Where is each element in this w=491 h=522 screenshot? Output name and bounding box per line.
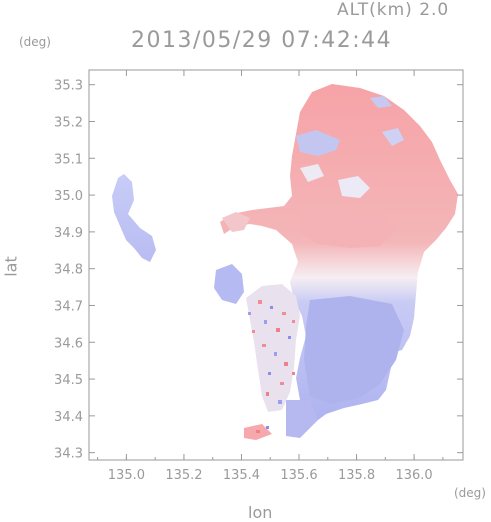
- speckle: [266, 426, 269, 429]
- x-tick-label: 135.4: [223, 468, 260, 483]
- lon-unit-label: (deg): [454, 486, 486, 500]
- y-tick-label: 34.3: [54, 447, 83, 462]
- speckle: [282, 312, 286, 315]
- plot-frame: [88, 69, 464, 461]
- echo-patch: [370, 96, 392, 108]
- echo-patch: [300, 206, 396, 248]
- y-tick-label: 34.9: [54, 226, 83, 241]
- echo-field: [112, 84, 458, 440]
- echo-patch: [222, 212, 250, 232]
- echo-speckle: [246, 284, 300, 412]
- y-tick-label: 34.4: [54, 410, 83, 425]
- speckle: [276, 328, 280, 332]
- speckle: [264, 320, 267, 324]
- echo-patch: [338, 176, 370, 198]
- x-tick-label: 135.0: [108, 468, 145, 483]
- speckle: [292, 372, 295, 375]
- echo-patch: [304, 296, 404, 404]
- echo-patch: [296, 130, 340, 156]
- echo-patch: [286, 400, 318, 438]
- speckle: [292, 320, 295, 323]
- y-tick-label: 35.3: [54, 79, 83, 94]
- y-tick-label: 35.1: [54, 152, 83, 167]
- speckle: [278, 400, 282, 404]
- y-tick-label: 34.5: [54, 373, 83, 388]
- speckle: [252, 330, 255, 333]
- y-tick-label: 34.7: [54, 299, 83, 314]
- y-tick-group: 35.3 35.2 35.1 35.0 34.9 34.8 34.7 34.6 34.5 34.4…: [54, 79, 463, 462]
- speckle: [266, 392, 269, 396]
- y-tick-label: 35.0: [54, 189, 83, 204]
- x-tick-group: 135.0 135.2 135.4 135.6 135.8 136.0: [97, 70, 444, 483]
- speckle: [268, 372, 271, 375]
- echo-mid: [214, 264, 244, 304]
- x-tick-label: 135.8: [338, 468, 375, 483]
- speckle: [280, 382, 284, 385]
- altitude-label: ALT(km) 2.0: [337, 0, 450, 20]
- speckle: [262, 344, 266, 347]
- x-axis-label: lon: [248, 503, 273, 522]
- y-tick-label: 35.2: [54, 116, 83, 131]
- speckle: [274, 352, 277, 356]
- echo-patch: [382, 128, 404, 146]
- x-tick-label: 135.6: [280, 468, 317, 483]
- x-tick-label: 136.0: [395, 468, 432, 483]
- timestamp: 2013/05/29 07:42:44: [131, 28, 393, 53]
- speckle: [258, 300, 262, 304]
- y-tick-label: 34.8: [54, 263, 83, 278]
- speckle: [248, 312, 251, 315]
- echo-patch: [300, 164, 324, 182]
- speckle: [270, 306, 273, 309]
- lat-unit-label: (deg): [19, 35, 51, 49]
- speckle: [288, 336, 291, 339]
- speckle-points: [248, 300, 295, 433]
- speckle: [284, 362, 288, 366]
- x-tick-label: 135.2: [165, 468, 202, 483]
- speckle: [256, 430, 260, 433]
- echo-west: [112, 174, 156, 262]
- y-tick-label: 34.6: [54, 336, 83, 351]
